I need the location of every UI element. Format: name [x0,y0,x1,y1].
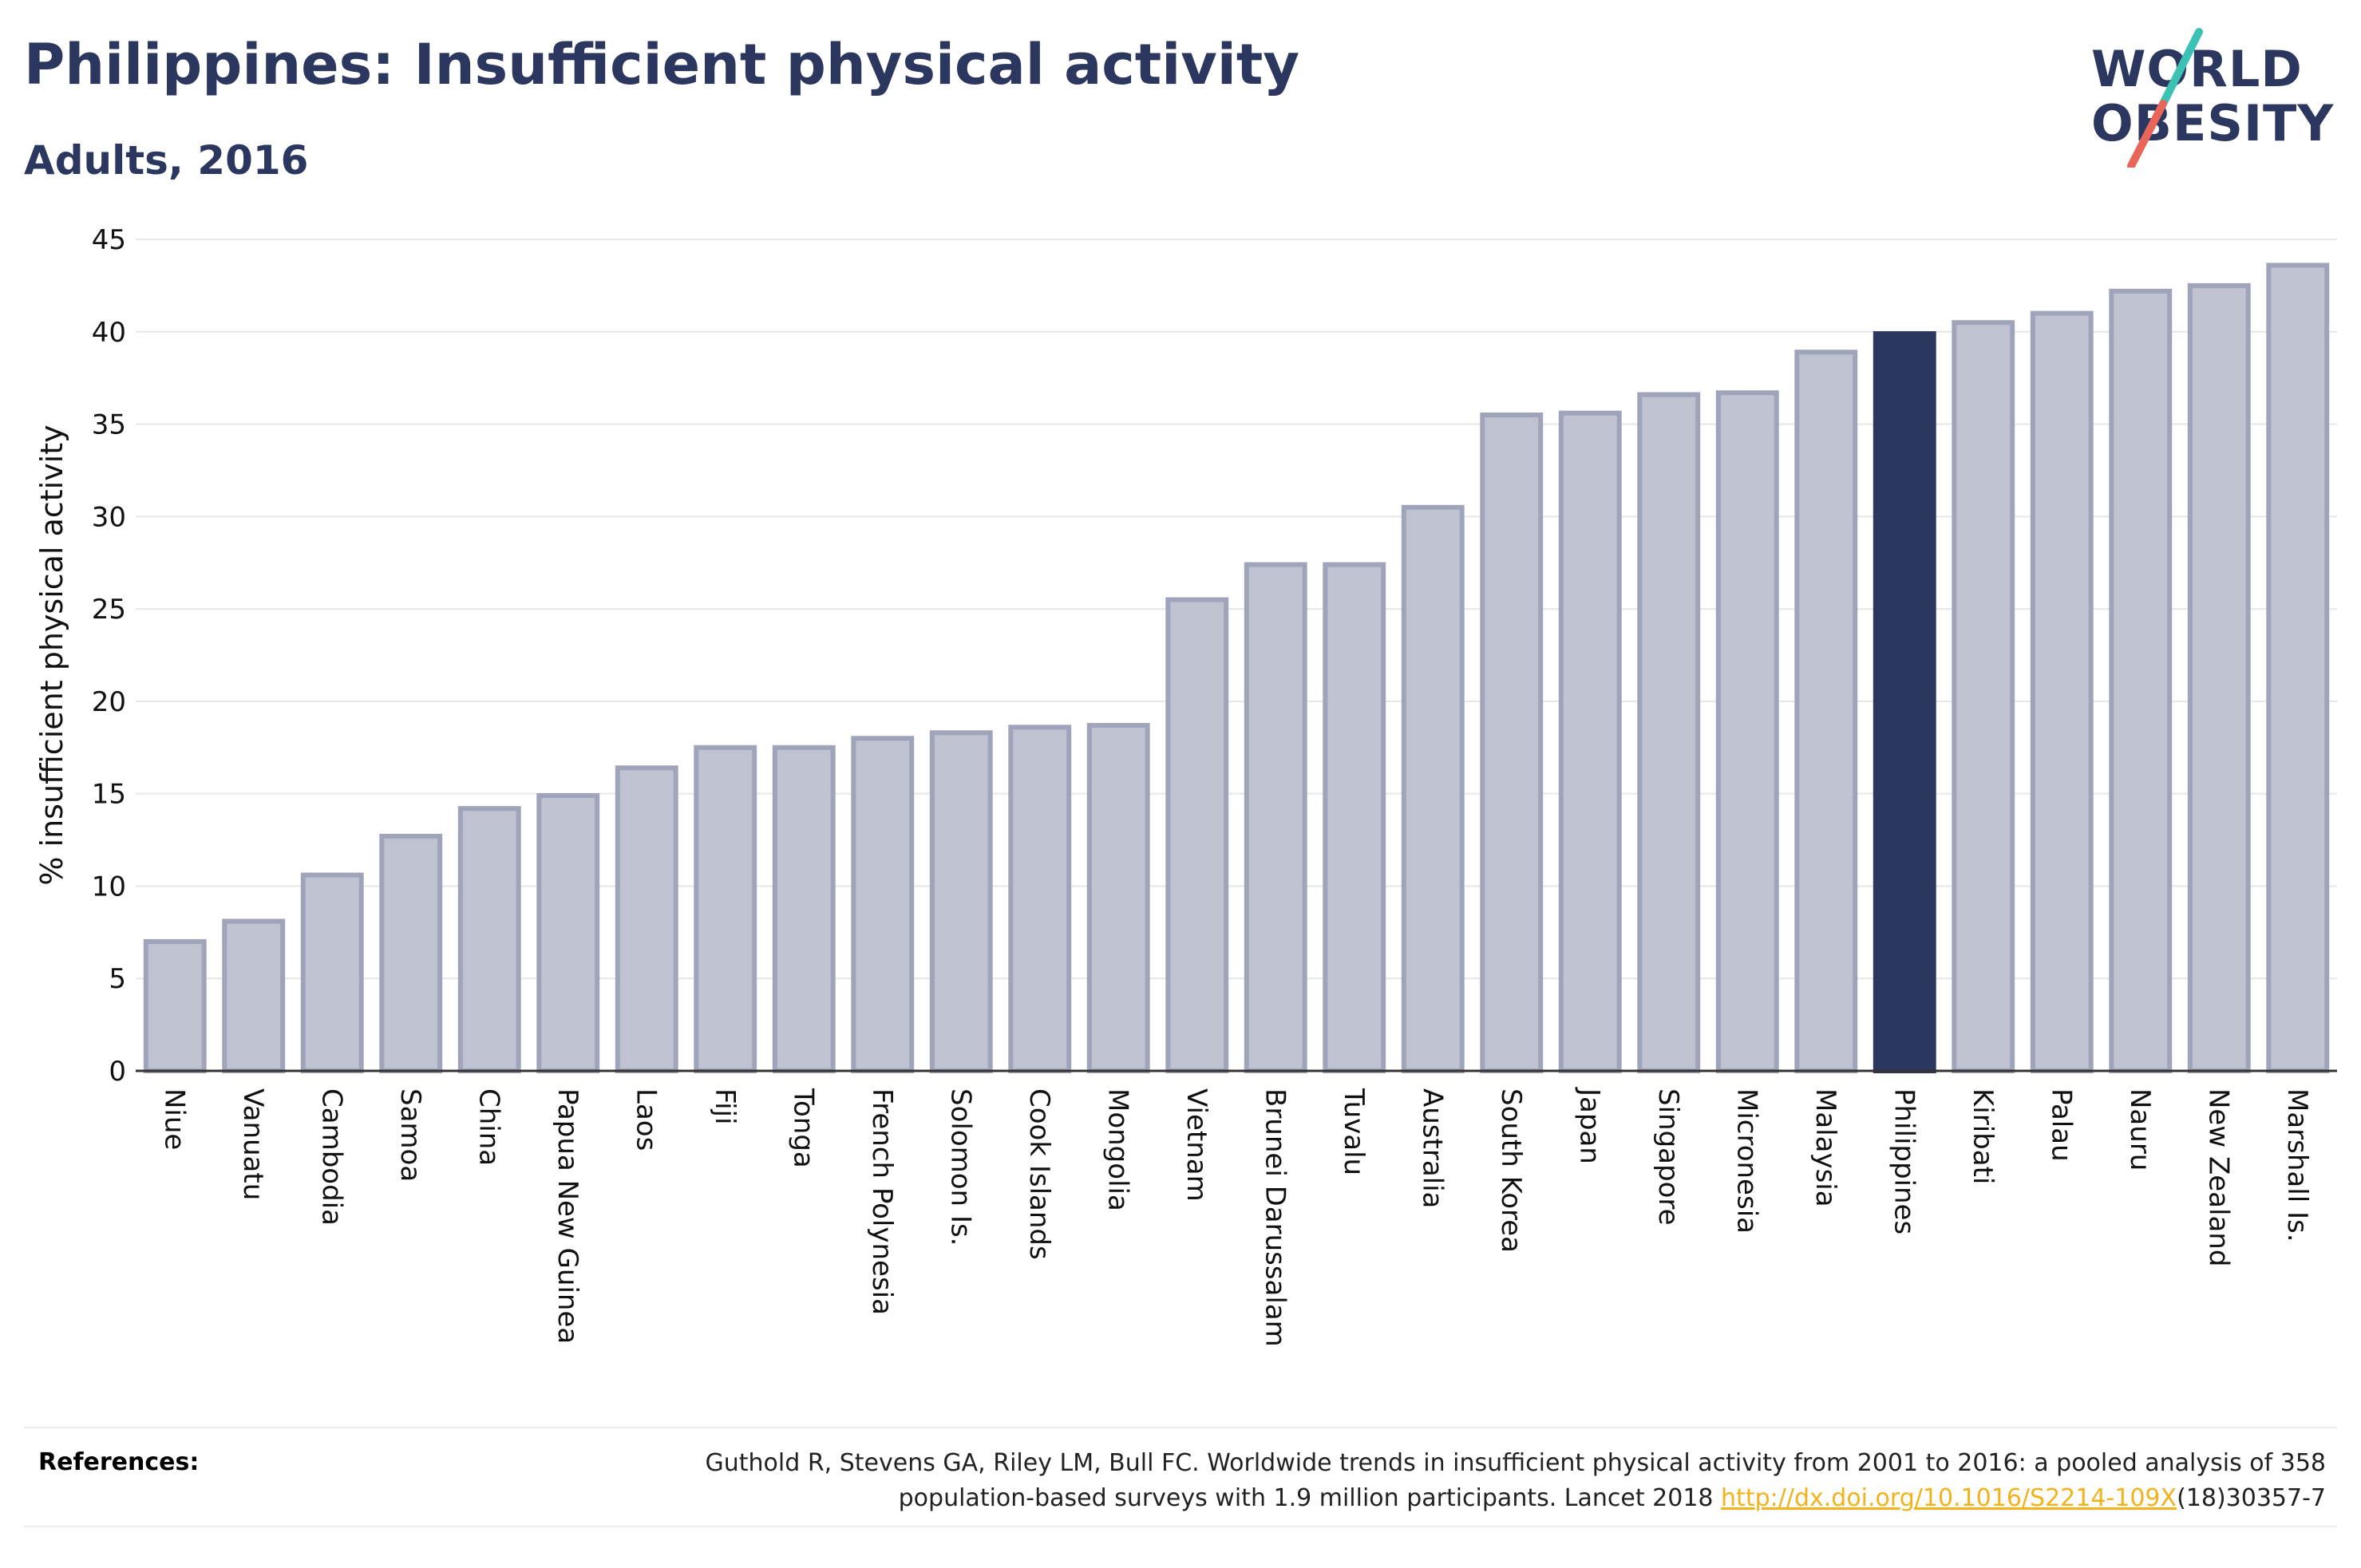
bar [379,833,443,1073]
chart-title: Philippines: Insufficient physical activ… [24,32,1299,97]
bar [2030,310,2094,1074]
references-divider-bottom [24,1526,2337,1527]
bar [2109,288,2173,1073]
x-tick-label: Vanuatu [237,1088,269,1200]
bar [143,938,207,1074]
bar [1873,331,1936,1073]
x-tick-label: Laos [630,1088,662,1151]
y-tick-label: 20 [92,686,126,718]
y-tick-label: 40 [92,317,126,349]
x-tick-label: Nauru [2124,1088,2156,1171]
references-citation-suffix: (18)30357-7 [2177,1484,2326,1512]
chart-subtitle: Adults, 2016 [24,137,309,184]
y-axis-label: % insufficient physical activity [34,425,69,885]
x-tick-label: Marshall Is. [2281,1088,2313,1242]
x-tick-label: Malaysia [1809,1088,1841,1207]
x-tick-label: Tonga [787,1088,819,1168]
bar [2266,263,2330,1073]
x-tick-label: Mongolia [1101,1088,1133,1211]
x-tick-label: Micronesia [1730,1088,1762,1234]
bar [929,730,993,1074]
x-tick-label: Fiji [709,1088,741,1124]
x-tick-label: Cambodia [315,1088,347,1226]
bar [457,806,521,1073]
bar [2187,282,2251,1073]
logo-slash-icon [2127,28,2203,168]
x-tick-label: Vietnam [1180,1088,1212,1202]
x-tick-label: Palau [2045,1088,2077,1162]
bar [1480,412,1544,1073]
x-tick-label: Philippines [1888,1088,1920,1234]
x-tick-label: French Polynesia [866,1088,898,1315]
bar [1401,504,1465,1073]
bar [536,792,600,1074]
references-citation: Guthold R, Stevens GA, Riley LM, Bull FC… [705,1449,2326,1512]
references-doi-link[interactable]: http://dx.doi.org/10.1016/S2214-109X [1721,1484,2177,1512]
y-tick-label: 35 [92,409,126,441]
x-tick-label: Singapore [1652,1088,1684,1226]
world-obesity-logo: WORLD OBESITY [2075,24,2347,168]
bar [694,745,757,1073]
x-tick-label: Cook Islands [1023,1088,1055,1260]
x-tick-label: Niue [158,1088,190,1150]
bar [1165,597,1229,1073]
bar [1794,350,1858,1073]
logo-text-world: WORLD [2091,40,2303,98]
y-tick-label: 0 [109,1056,126,1088]
logo-text-obesity: OBESITY [2091,94,2335,152]
x-tick-label: Samoa [394,1088,426,1182]
references-text: Guthold R, Stevens GA, Riley LM, Bull FC… [570,1446,2326,1516]
bar [1323,562,1386,1073]
bar [1244,562,1307,1073]
y-tick-label: 5 [109,963,126,995]
x-tick-label: China [473,1088,504,1166]
x-tick-label: Tuvalu [1338,1088,1370,1175]
bar-chart: 0 5 10 15 20 25 30 35 40 45 % insufficient physica… [34,224,2337,1347]
bar [772,745,836,1073]
bar [1558,410,1622,1073]
bar [1086,722,1150,1073]
references-divider-top [24,1427,2337,1428]
bar [1637,392,1701,1073]
bar [300,872,364,1074]
bar [615,765,678,1073]
bar [1952,320,2015,1073]
x-tick-label: Brunei Darussalam [1259,1088,1291,1347]
y-tick-label: 15 [92,779,126,811]
bar [222,918,286,1073]
bar [1008,725,1072,1073]
x-tick-label: New Zealand [2202,1088,2234,1266]
x-tick-label: Kiribati [1967,1088,1999,1184]
x-tick-label: Australia [1416,1088,1448,1208]
y-tick-label: 10 [92,871,126,902]
y-tick-label: 25 [92,594,126,626]
bar [1715,390,1779,1073]
y-tick-label: 30 [92,501,126,533]
x-tick-label: Solomon Is. [944,1088,976,1246]
references-label: References: [38,1448,200,1476]
x-tick-label: Japan [1573,1087,1605,1164]
x-tick-label: South Korea [1495,1088,1527,1253]
y-tick-label: 45 [92,224,126,256]
bar [851,736,915,1073]
x-tick-label: Papua New Guinea [552,1088,583,1344]
